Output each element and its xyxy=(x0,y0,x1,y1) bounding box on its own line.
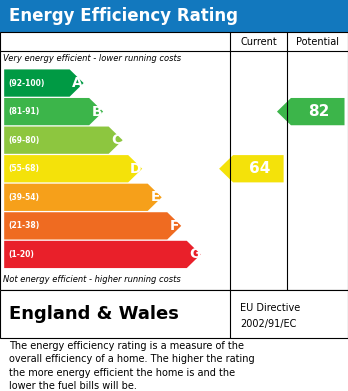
Polygon shape xyxy=(4,98,103,125)
Text: (92-100): (92-100) xyxy=(8,79,45,88)
Text: The energy efficiency rating is a measure of the
overall efficiency of a home. T: The energy efficiency rating is a measur… xyxy=(9,341,254,391)
Polygon shape xyxy=(219,155,284,182)
Text: Very energy efficient - lower running costs: Very energy efficient - lower running co… xyxy=(3,54,182,63)
Polygon shape xyxy=(4,184,162,211)
Polygon shape xyxy=(4,155,142,182)
Text: 64: 64 xyxy=(249,161,270,176)
Polygon shape xyxy=(4,70,84,97)
Text: A: A xyxy=(72,76,83,90)
Text: 82: 82 xyxy=(308,104,330,119)
Text: Not energy efficient - higher running costs: Not energy efficient - higher running co… xyxy=(3,274,181,283)
Text: England & Wales: England & Wales xyxy=(9,305,179,323)
Text: EU Directive: EU Directive xyxy=(240,303,300,313)
Text: F: F xyxy=(170,219,180,233)
Text: (81-91): (81-91) xyxy=(8,107,40,116)
Polygon shape xyxy=(4,212,181,240)
Text: (21-38): (21-38) xyxy=(8,221,40,230)
Text: Current: Current xyxy=(240,37,277,47)
Text: (1-20): (1-20) xyxy=(8,250,34,259)
Text: Potential: Potential xyxy=(296,37,339,47)
Text: (69-80): (69-80) xyxy=(8,136,40,145)
Text: E: E xyxy=(151,190,160,204)
Text: C: C xyxy=(111,133,121,147)
Text: 2002/91/EC: 2002/91/EC xyxy=(240,319,296,328)
Polygon shape xyxy=(277,98,345,125)
Text: (39-54): (39-54) xyxy=(8,193,39,202)
Text: G: G xyxy=(189,248,200,262)
Text: B: B xyxy=(92,105,102,118)
Text: Energy Efficiency Rating: Energy Efficiency Rating xyxy=(9,7,238,25)
Polygon shape xyxy=(4,241,201,268)
Polygon shape xyxy=(4,127,122,154)
Text: (55-68): (55-68) xyxy=(8,164,39,173)
Text: D: D xyxy=(130,162,142,176)
